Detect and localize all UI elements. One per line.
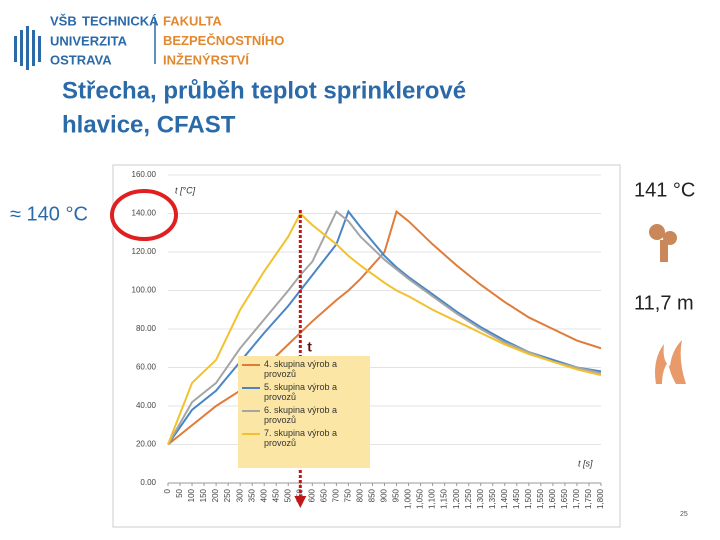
x-tick-label: 1,350 [488, 488, 497, 509]
x-tick-label: 1,050 [416, 488, 425, 509]
logo-text: TECHNICKÁ [82, 13, 159, 28]
time-marker-label: t [307, 339, 312, 355]
legend-label: 6. skupina výrob a provozů [264, 405, 338, 425]
height-label: 11,7 m [634, 292, 694, 314]
y-tick-label: 40.00 [136, 401, 157, 410]
x-tick-label: 250 [223, 488, 232, 502]
x-tick-label: 600 [307, 488, 316, 502]
x-tick-label: 0 [163, 488, 172, 493]
logo-text: OSTRAVA [50, 52, 112, 67]
highlight-ellipse [110, 189, 178, 241]
logo-text: FAKULTA [163, 13, 222, 28]
logo-text: UNIVERZITA [50, 33, 128, 48]
x-tick-label: 1,500 [524, 488, 533, 509]
x-tick-label: 50 [175, 488, 184, 497]
legend-label: 5. skupina výrob a provozů [264, 382, 338, 402]
x-tick-label: 800 [356, 488, 365, 502]
approx-label: ≈ 140 °C [10, 203, 88, 225]
x-tick-label: 1,600 [548, 488, 557, 509]
series-line [167, 211, 602, 445]
x-tick-label: 450 [271, 488, 280, 502]
legend-label: 4. skupina výrob a provozů [264, 359, 338, 379]
x-tick-label: 1,700 [572, 488, 581, 509]
x-tick-label: 1,750 [584, 488, 593, 509]
x-tick-label: 1,800 [596, 488, 605, 509]
legend-swatch [242, 410, 260, 412]
legend-label: 7. skupina výrob a provozů [264, 428, 338, 448]
x-tick-label: 1,100 [428, 488, 437, 509]
legend-swatch [242, 364, 260, 366]
x-tick-label: 950 [392, 488, 401, 502]
x-axis-label: t [s] [578, 458, 593, 468]
x-tick-label: 350 [247, 488, 256, 502]
legend-entry: 6. skupina výrob a provozů [242, 405, 368, 425]
x-tick-label: 300 [235, 488, 244, 502]
fire-icon [655, 340, 686, 384]
y-tick-label: 20.00 [136, 440, 157, 449]
peak-label: 141 °C [634, 179, 695, 201]
x-tick-label: 700 [331, 488, 340, 502]
time-marker-arrow [294, 496, 307, 508]
x-tick-label: 1,250 [464, 488, 473, 509]
legend: 4. skupina výrob a provozů 5. skupina výr… [238, 356, 370, 468]
legend-swatch [242, 433, 260, 435]
x-tick-label: 100 [187, 488, 196, 502]
logo-text: VŠB [50, 13, 77, 28]
x-tick-label: 900 [380, 488, 389, 502]
y-tick-label: 120.00 [132, 247, 157, 256]
x-tick-label: 500 [283, 488, 292, 502]
x-tick-label: 1,550 [536, 488, 545, 509]
y-tick-label: 160.00 [132, 170, 157, 179]
y-tick-label: 100.00 [132, 286, 157, 295]
series-line [167, 210, 602, 445]
x-tick-label: 150 [199, 488, 208, 502]
legend-entry: 7. skupina výrob a provozů [242, 428, 368, 448]
sprinkler-icon [649, 224, 677, 262]
x-tick-label: 1,200 [452, 488, 461, 509]
y-tick-label: 60.00 [136, 363, 157, 372]
page-number: 25 [680, 511, 688, 518]
y-axis-label: t [°C] [175, 185, 196, 195]
slide-title: hlavice, CFAST [62, 111, 236, 138]
x-tick-label: 200 [211, 488, 220, 502]
x-tick-label: 1,000 [404, 488, 413, 509]
x-tick-label: 750 [344, 488, 353, 502]
x-tick-label: 400 [259, 488, 268, 502]
logo-left: VŠB TECHNICKÁ UNIVERZITA OSTRAVA [50, 13, 159, 67]
x-tick-label: 650 [319, 488, 328, 502]
logo-mark [14, 26, 41, 70]
legend-entry: 4. skupina výrob a provozů [242, 359, 368, 379]
x-tick-label: 1,650 [560, 488, 569, 509]
y-tick-label: 80.00 [136, 324, 157, 333]
logo-right: FAKULTA BEZPEČNOSTNÍHO INŽENÝRSTVÍ [163, 13, 284, 67]
legend-swatch [242, 387, 260, 389]
x-tick-label: 1,300 [476, 488, 485, 509]
y-tick-label: 0.00 [140, 478, 156, 487]
slide-title: Střecha, průběh teplot sprinklerové [62, 77, 466, 104]
x-tick-label: 1,450 [512, 488, 521, 509]
x-tick-label: 850 [368, 488, 377, 502]
legend-entry: 5. skupina výrob a provozů [242, 382, 368, 402]
x-tick-label: 1,400 [500, 488, 509, 509]
x-tick-label: 1,150 [440, 488, 449, 509]
chart-frame [112, 164, 621, 528]
logo-text: INŽENÝRSTVÍ [163, 52, 249, 67]
logo-text: BEZPEČNOSTNÍHO [163, 33, 284, 48]
y-tick-label: 140.00 [132, 209, 157, 218]
